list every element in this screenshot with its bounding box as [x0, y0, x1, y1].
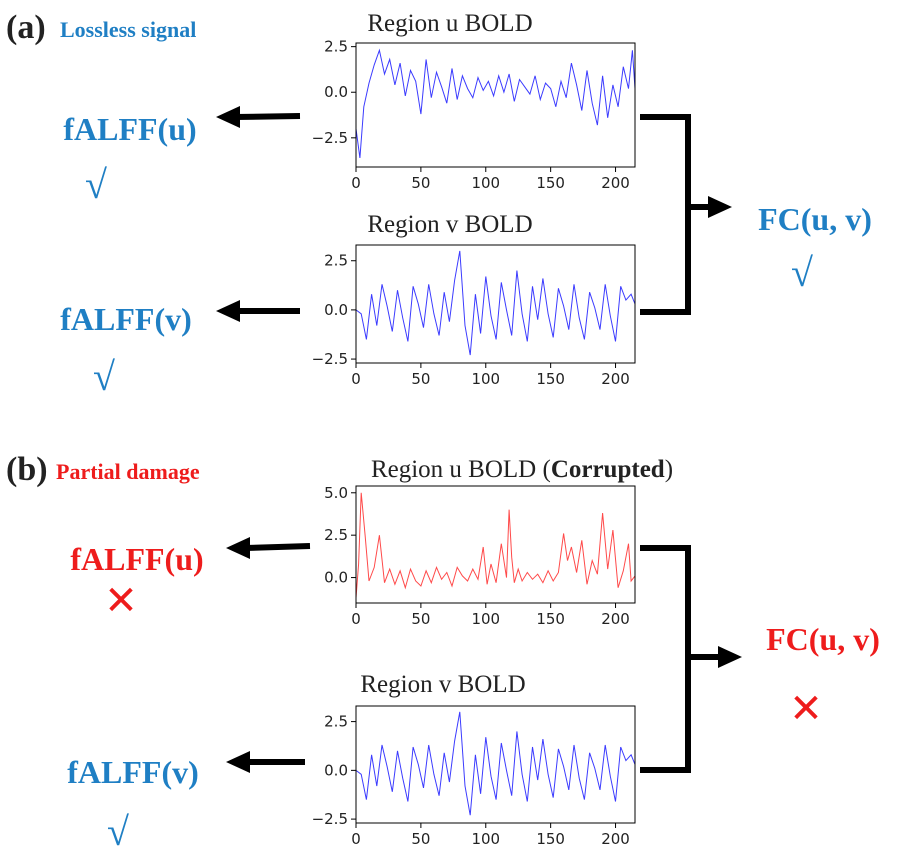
plot-a-v: 0 50 100 150 200 2.5 0.0 −2.5	[312, 244, 636, 388]
plot-b-u-title-bold: Corrupted	[551, 456, 665, 483]
plot-frame	[355, 705, 636, 824]
x-tick-label: 100	[471, 830, 500, 848]
panel-b-label: (b)	[6, 451, 48, 488]
x-tick-label: 50	[411, 830, 430, 848]
plot-a-u-title: Region u BOLD	[367, 10, 532, 37]
plot-b-v: 0 50 100 150 200 2.5 0.0 −2.5	[312, 705, 636, 848]
fc-b-label: FC(u, v)	[766, 621, 880, 657]
x-tick-label: 200	[601, 610, 630, 628]
y-tick-label: 2.5	[324, 38, 348, 56]
cross-icon: ✕	[104, 578, 138, 624]
x-tick-label: 150	[536, 830, 565, 848]
x-tick-label: 150	[536, 174, 565, 192]
plot-frame	[355, 485, 636, 604]
check-icon: √	[85, 162, 107, 207]
y-tick-label: 0.0	[324, 83, 348, 101]
x-tick-label: 150	[536, 610, 565, 628]
x-tick-label: 100	[471, 174, 500, 192]
y-tick-label: −2.5	[312, 350, 348, 368]
fc-connector-a	[640, 114, 732, 315]
x-tick-label: 200	[601, 830, 630, 848]
bold-signal-line	[355, 492, 636, 598]
bold-signal-line	[355, 48, 636, 158]
y-tick-label: 0.0	[324, 301, 348, 319]
plot-b-u: 0 50 100 150 200 5.0 2.5 0.0	[324, 484, 636, 628]
falff-b-u-label: fALFF(u)	[70, 541, 203, 577]
x-tick-label: 100	[471, 610, 500, 628]
x-tick-label: 200	[601, 174, 630, 192]
check-icon: √	[791, 250, 813, 295]
y-tick-label: 0.0	[324, 761, 348, 779]
x-tick-label: 0	[351, 174, 361, 192]
y-tick-label: 5.0	[324, 484, 348, 502]
y-tick-label: −2.5	[312, 810, 348, 828]
x-tick-label: 50	[411, 174, 430, 192]
falff-b-v-label: fALFF(v)	[67, 754, 199, 790]
fc-connector-b	[640, 545, 742, 773]
plot-a-v-title: Region v BOLD	[367, 211, 532, 238]
y-tick-label: −2.5	[312, 129, 348, 147]
fc-a-label: FC(u, v)	[758, 201, 872, 237]
arrow-b-u	[226, 537, 311, 559]
x-tick-label: 0	[351, 610, 361, 628]
check-icon: √	[93, 354, 115, 399]
plot-b-v-title: Region v BOLD	[360, 671, 525, 698]
check-icon: √	[107, 809, 129, 854]
plot-b-u-title: Region u BOLD (Corrupted)	[371, 456, 673, 483]
falff-a-u-label: fALFF(u)	[63, 111, 196, 147]
cross-icon: ✕	[789, 686, 823, 732]
plot-b-u-title-prefix: Region u BOLD (	[371, 456, 551, 483]
panel-b: (b) Partial damage Region u BOLD (Corrup…	[6, 451, 880, 854]
x-tick-label: 150	[536, 370, 565, 388]
plot-a-u: 0 50 100 150 200 2.5 0.0 −2.5	[312, 38, 636, 192]
arrow-a-v	[216, 300, 300, 322]
x-tick-label: 200	[601, 370, 630, 388]
falff-a-v-label: fALFF(v)	[60, 301, 192, 337]
bold-signal-line	[355, 711, 636, 816]
panel-b-subtitle: Partial damage	[56, 459, 200, 484]
y-tick-label: 2.5	[324, 252, 348, 270]
x-tick-label: 100	[471, 370, 500, 388]
x-tick-label: 50	[411, 610, 430, 628]
arrow-a-u	[216, 106, 301, 128]
panel-a-subtitle: Lossless signal	[60, 17, 196, 42]
y-tick-label: 0.0	[324, 569, 348, 587]
panel-a-label: (a)	[6, 9, 46, 46]
x-tick-label: 0	[351, 370, 361, 388]
panel-a: (a) Lossless signal Region u BOLD 0 50 100…	[6, 9, 872, 399]
arrow-b-v	[226, 751, 305, 773]
x-tick-label: 0	[351, 830, 361, 848]
plot-frame	[355, 244, 636, 364]
y-tick-label: 2.5	[324, 526, 348, 544]
bold-signal-line	[355, 250, 636, 356]
x-tick-label: 50	[411, 370, 430, 388]
plot-frame	[355, 42, 636, 168]
y-tick-label: 2.5	[324, 713, 348, 731]
plot-b-u-title-suffix: )	[665, 456, 673, 483]
